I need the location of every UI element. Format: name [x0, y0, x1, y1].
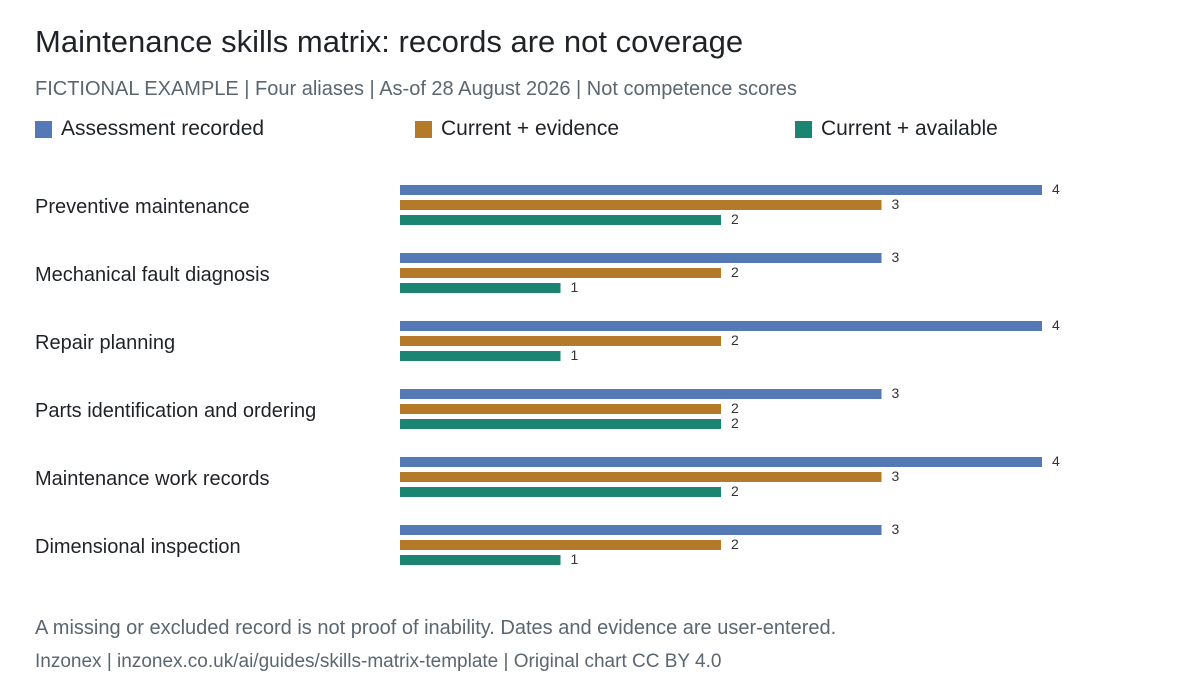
category-label-preventive-maintenance: Preventive maintenance — [35, 196, 250, 218]
data-label-current-evidence-preventive-maintenance: 3 — [892, 196, 900, 212]
bar-current-available-repair-planning — [400, 351, 561, 361]
bar-assessment-recorded-preventive-maintenance — [400, 185, 1042, 195]
bar-current-available-mechanical-fault-diagnosis — [400, 283, 561, 293]
legend-label-assessment-recorded: Assessment recorded — [61, 117, 265, 140]
bar-current-evidence-preventive-maintenance — [400, 200, 882, 210]
data-label-current-evidence-repair-planning: 2 — [731, 332, 739, 348]
bar-assessment-recorded-parts-identification-and-ordering — [400, 389, 882, 399]
data-label-current-evidence-dimensional-inspection: 2 — [731, 536, 739, 552]
bar-current-evidence-parts-identification-and-ordering — [400, 404, 721, 414]
legend-label-current-evidence: Current + evidence — [441, 117, 620, 140]
data-label-current-evidence-parts-identification-and-ordering: 2 — [731, 400, 739, 416]
data-label-current-available-repair-planning: 1 — [571, 347, 579, 363]
bar-assessment-recorded-mechanical-fault-diagnosis — [400, 253, 882, 263]
legend-item-current-evidence: Current + evidence — [415, 117, 619, 141]
legend-swatch-assessment-recorded — [35, 120, 52, 138]
bar-current-evidence-mechanical-fault-diagnosis — [400, 268, 721, 278]
category-label-dimensional-inspection: Dimensional inspection — [35, 536, 241, 558]
category-label-parts-identification-and-ordering: Parts identification and ordering — [35, 400, 316, 422]
chart-title: Maintenance skills matrix: records are n… — [35, 24, 744, 59]
legend-item-current-available: Current + available — [795, 117, 998, 141]
bar-assessment-recorded-maintenance-work-records — [400, 457, 1042, 467]
legend-swatch-current-available — [795, 120, 812, 138]
bar-current-evidence-dimensional-inspection — [400, 540, 721, 550]
legend-swatch-current-evidence — [415, 120, 432, 138]
bar-current-available-preventive-maintenance — [400, 215, 721, 225]
chart-subtitle: FICTIONAL EXAMPLE | Four aliases | As-of… — [35, 78, 797, 100]
category-label-mechanical-fault-diagnosis: Mechanical fault diagnosis — [35, 264, 270, 286]
legend-item-assessment-recorded: Assessment recorded — [35, 117, 264, 141]
bar-assessment-recorded-dimensional-inspection — [400, 525, 882, 535]
data-label-current-available-maintenance-work-records: 2 — [731, 483, 739, 499]
bar-current-available-parts-identification-and-ordering — [400, 419, 721, 429]
data-label-current-available-dimensional-inspection: 1 — [571, 551, 579, 567]
bar-current-evidence-maintenance-work-records — [400, 472, 882, 482]
data-label-current-evidence-mechanical-fault-diagnosis: 2 — [731, 264, 739, 280]
data-label-assessment-recorded-repair-planning: 4 — [1052, 317, 1060, 333]
data-label-assessment-recorded-mechanical-fault-diagnosis: 3 — [892, 249, 900, 265]
data-label-assessment-recorded-maintenance-work-records: 4 — [1052, 453, 1060, 469]
bar-assessment-recorded-repair-planning — [400, 321, 1042, 331]
data-label-assessment-recorded-dimensional-inspection: 3 — [892, 521, 900, 537]
bar-current-available-maintenance-work-records — [400, 487, 721, 497]
data-label-current-available-parts-identification-and-ordering: 2 — [731, 415, 739, 431]
bar-current-evidence-repair-planning — [400, 336, 721, 346]
bar-current-available-dimensional-inspection — [400, 555, 561, 565]
data-label-assessment-recorded-parts-identification-and-ordering: 3 — [892, 385, 900, 401]
category-label-maintenance-work-records: Maintenance work records — [35, 468, 270, 490]
data-label-assessment-recorded-preventive-maintenance: 4 — [1052, 181, 1060, 197]
chart-note: A missing or excluded record is not proo… — [35, 617, 837, 639]
legend-label-current-available: Current + available — [821, 117, 998, 140]
chart-source: Inzonex | inzonex.co.uk/ai/guides/skills… — [35, 651, 722, 672]
category-label-repair-planning: Repair planning — [35, 332, 175, 354]
data-label-current-evidence-maintenance-work-records: 3 — [892, 468, 900, 484]
data-label-current-available-mechanical-fault-diagnosis: 1 — [571, 279, 579, 295]
data-label-current-available-preventive-maintenance: 2 — [731, 211, 739, 227]
